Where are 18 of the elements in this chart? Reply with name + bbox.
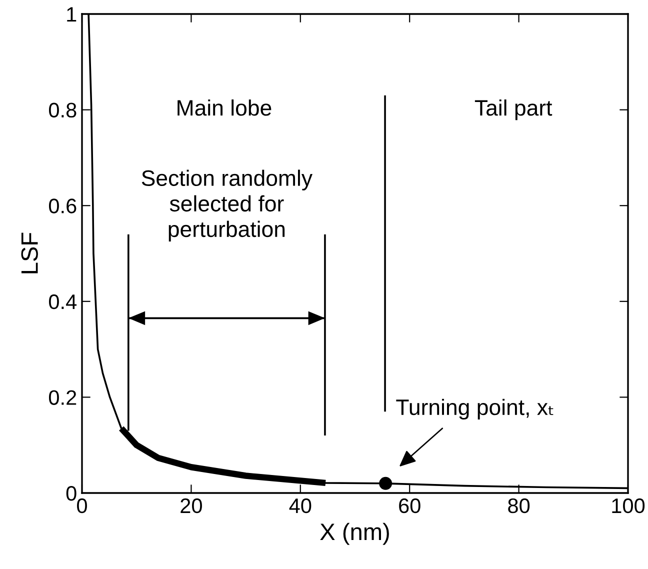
x-tick-label: 0 — [77, 498, 87, 514]
x-tick-label: 20 — [180, 498, 202, 514]
y-tick-label: 0.8 — [48, 102, 76, 118]
y-tick-label: 0.4 — [48, 294, 77, 310]
x-tick-label: 100 — [612, 498, 645, 514]
x-tick-label: 60 — [399, 498, 420, 514]
annotation: Section randomly selected for perturbation — [142, 170, 312, 242]
y-axis-title: LSF — [21, 232, 38, 274]
x-tick-label: 40 — [289, 498, 312, 514]
annotation: Turning point, xₜ — [396, 398, 554, 420]
y-tick-label: 1 — [67, 7, 76, 22]
annotation: Main lobe — [178, 99, 272, 116]
annotation: Tail part — [474, 99, 552, 120]
y-tick-label: 0.2 — [48, 390, 76, 405]
y-tick-label: 0.6 — [48, 198, 76, 214]
x-tick-label: 80 — [508, 498, 530, 514]
x-axis-title: X (nm) — [320, 522, 389, 545]
y-tick-label: 0 — [66, 486, 76, 501]
